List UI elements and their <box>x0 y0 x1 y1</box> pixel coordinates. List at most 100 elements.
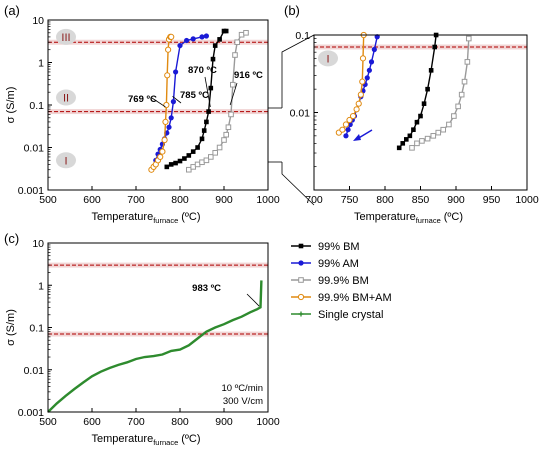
y-tick-label-a-3: 1 <box>38 58 44 70</box>
point-a-am99-13 <box>199 34 205 40</box>
x-tick-label-c-0: 500 <box>39 416 57 428</box>
legend-label-bm99: 99% BM <box>318 241 360 253</box>
point-b-bm999-8 <box>451 113 457 119</box>
point-b-bm999-3 <box>424 135 431 142</box>
x-axis-label-a: Temperaturefurnace (ºC) <box>91 211 200 225</box>
plot-frame-b <box>313 34 528 191</box>
region-label-a-2: III <box>61 32 70 44</box>
legend-marker-bm999 <box>298 277 304 283</box>
point-b-bm99-0 <box>396 145 402 151</box>
y-tick-label-a-1: 0.01 <box>24 143 45 155</box>
point-a-bm999-11 <box>228 111 234 118</box>
y-axis-label-a: σ (S/m) <box>5 87 17 124</box>
point-a-bm999-14 <box>234 39 240 46</box>
point-a-bm99-17 <box>223 28 229 34</box>
point-b-bm999-11 <box>461 78 468 85</box>
legend-marker-am99 <box>298 260 304 266</box>
zoom-line-bottom <box>281 162 315 206</box>
point-b-bmam999-9 <box>359 55 367 62</box>
point-b-bm999-9 <box>455 103 461 110</box>
point-b-bm999-0 <box>409 145 415 151</box>
region-label-a-0: I <box>64 155 67 167</box>
point-a-bm99-11 <box>206 109 211 114</box>
series-line-c-single <box>47 280 263 413</box>
series-line-b-bm99 <box>398 34 437 149</box>
point-a-bmam999-9 <box>164 72 171 79</box>
point-a-bmam999-8 <box>163 101 170 109</box>
legend-label-bmam999: 99.9% BM+AM <box>318 292 392 304</box>
annotation-arrow-a-1 <box>172 96 182 104</box>
point-b-am99-11 <box>366 67 372 73</box>
y-tick-label-b-0: 0.01 <box>290 108 311 120</box>
point-a-bm99-3 <box>177 158 183 164</box>
x-tick-label-b-0: 700 <box>305 194 323 206</box>
annotation-arrow-a-3 <box>229 82 238 106</box>
point-b-bm999-6 <box>440 126 447 133</box>
point-a-am99-7 <box>168 115 174 121</box>
point-a-bm99-15 <box>217 37 222 42</box>
region-label-b-0: I <box>326 53 329 65</box>
region-badge-a-1 <box>56 89 76 106</box>
panel-label-b: (b) <box>284 3 300 18</box>
legend-label-bm999: 99.9% BM <box>318 275 369 287</box>
point-b-bm999-7 <box>446 121 452 128</box>
panel-label-c: (c) <box>4 231 19 246</box>
chart-panel-c: 500 600 700 800 900 1000 0.001 0.01 0.1 1 10 Temper… <box>5 238 280 447</box>
y-tick-label-a-2: 0.1 <box>29 100 44 112</box>
y-tick-label-a-0: 0.001 <box>18 185 44 197</box>
point-b-bmam999-1 <box>339 126 346 133</box>
note-c-1: 300 V/cm <box>223 396 263 407</box>
point-a-bm999-10 <box>225 124 232 131</box>
point-b-bmam999-7 <box>357 91 364 98</box>
x-tick-label-c-4: 900 <box>215 416 233 428</box>
point-b-bm99-5 <box>414 119 420 125</box>
point-a-bm999-4 <box>203 157 210 164</box>
x-tick-label-a-0: 500 <box>39 194 57 206</box>
annotation-arrow-a-2 <box>204 76 211 108</box>
point-a-bm99-6 <box>190 149 196 154</box>
point-a-bm99-13 <box>210 56 216 62</box>
threshold-band-b-0 <box>314 44 527 50</box>
x-tick-label-a-2: 700 <box>127 194 145 206</box>
y-tick-label-c-1: 0.01 <box>24 365 45 377</box>
chart-panel-b: I 700 750 800 850 900 950 1000 0.01 0.1 Temperatur… <box>290 30 539 225</box>
point-b-am99-10 <box>364 75 370 81</box>
legend-label-single: Single crystal <box>318 309 383 321</box>
point-a-bm99-14 <box>212 43 218 48</box>
point-a-bm99-1 <box>168 162 174 167</box>
region-badge-a-0 <box>56 152 76 169</box>
point-b-bmam999-4 <box>349 112 357 120</box>
x-tick-label-a-1: 600 <box>83 194 101 206</box>
x-tick-label-b-4: 900 <box>447 194 465 206</box>
point-a-bm99-2 <box>173 160 178 166</box>
point-a-bm999-12 <box>230 81 236 88</box>
point-b-am99-12 <box>368 59 375 65</box>
point-b-bm99-6 <box>418 113 423 119</box>
point-a-bm999-8 <box>221 137 227 143</box>
point-a-bm99-10 <box>204 119 209 125</box>
point-b-bm99-2 <box>404 137 409 142</box>
point-a-bm99-5 <box>186 153 192 158</box>
x-tick-label-b-2: 800 <box>376 194 394 206</box>
point-a-bmam999-4 <box>157 153 164 161</box>
x-tick-label-b-3: 850 <box>412 194 430 206</box>
x-axis-label-sub-b: furnace <box>416 216 441 225</box>
point-a-bm999-7 <box>216 144 223 151</box>
x-axis-label-unit-a: (ºC) <box>181 211 200 223</box>
point-a-am99-6 <box>166 124 172 130</box>
point-a-bmam999-5 <box>159 148 166 155</box>
point-b-bm99-3 <box>407 133 413 139</box>
x-tick-label-c-2: 700 <box>127 416 145 428</box>
point-b-bmam999-2 <box>342 121 350 128</box>
point-b-bm999-12 <box>464 59 471 65</box>
point-a-am99-11 <box>184 37 190 44</box>
point-b-bmam999-3 <box>346 116 353 124</box>
point-b-am99-0 <box>343 133 349 139</box>
x-axis-label-main-a: Temperature <box>91 211 153 223</box>
point-b-bm999-1 <box>414 140 420 147</box>
annotation-a-1: 785 ºC <box>180 90 209 101</box>
point-b-bm999-13 <box>465 35 472 42</box>
x-tick-label-b-6: 1000 <box>515 194 539 206</box>
